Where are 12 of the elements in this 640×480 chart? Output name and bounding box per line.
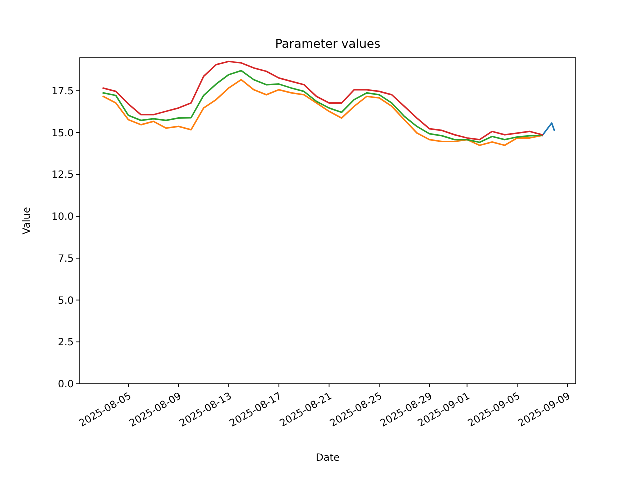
y-axis-title: Value bbox=[22, 207, 33, 235]
y-tick-label: 7.5 bbox=[58, 254, 74, 265]
y-tick-label: 5.0 bbox=[58, 296, 74, 307]
y-tick-label: 12.5 bbox=[52, 170, 74, 182]
y-tick-label: 2.5 bbox=[58, 338, 74, 349]
y-tick-label: 17.5 bbox=[52, 86, 74, 98]
x-axis-title: Date bbox=[316, 453, 340, 464]
chart-title: Parameter values bbox=[275, 37, 381, 51]
y-tick-label: 10.0 bbox=[52, 212, 74, 224]
y-tick-label: 0.0 bbox=[58, 380, 74, 390]
y-tick-label: 15.0 bbox=[52, 128, 74, 140]
line-series bbox=[102, 79, 544, 146]
